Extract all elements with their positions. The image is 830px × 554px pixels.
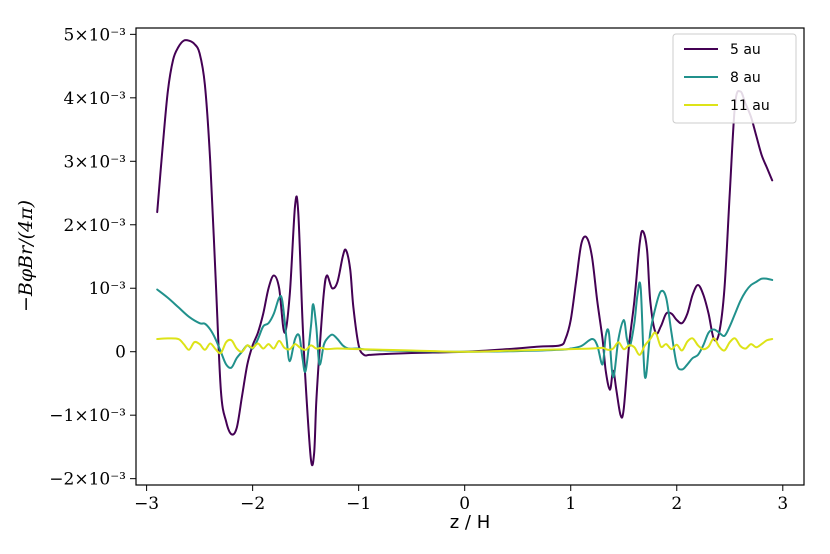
x-tick-label: −1 — [346, 494, 371, 514]
y-tick-label: 3×10⁻³ — [64, 152, 126, 172]
x-axis-label: z / H — [450, 512, 491, 533]
y-tick-label: 10⁻³ — [89, 279, 126, 299]
y-axis-label: −BφBr/(4π) — [15, 200, 37, 312]
y-axis: −2×10⁻³ −1×10⁻³ 0 10⁻³ 2×10⁻³ 3×10⁻³ 4×10⁻³ 5×1… — [49, 25, 136, 490]
y-tick-label: 5×10⁻³ — [64, 25, 126, 45]
y-tick-label: 2×10⁻³ — [64, 216, 126, 236]
legend-label: 8 au — [730, 70, 761, 86]
legend-label: 5 au — [730, 42, 761, 58]
legend-label: 11 au — [730, 98, 770, 114]
y-tick-label: 4×10⁻³ — [64, 89, 126, 109]
x-tick-label: 1 — [565, 494, 576, 514]
series-lines — [156, 39, 774, 467]
x-tick-label: 3 — [777, 494, 788, 514]
x-tick-label: −2 — [240, 494, 265, 514]
y-tick-label: −2×10⁻³ — [49, 470, 126, 490]
y-tick-label: 0 — [115, 343, 126, 363]
x-tick-label: −3 — [134, 494, 159, 514]
plot-frame — [135, 27, 805, 486]
x-tick-label: 2 — [671, 494, 682, 514]
legend: 5 au 8 au 11 au — [672, 33, 797, 124]
x-axis: −3 −2 −1 0 1 2 3 — [134, 485, 788, 514]
series-line-3 — [156, 331, 774, 356]
y-tick-label: −1×10⁻³ — [49, 406, 126, 426]
series-line-1 — [156, 39, 774, 467]
x-tick-label: 0 — [459, 494, 470, 514]
legend-box — [672, 33, 797, 124]
